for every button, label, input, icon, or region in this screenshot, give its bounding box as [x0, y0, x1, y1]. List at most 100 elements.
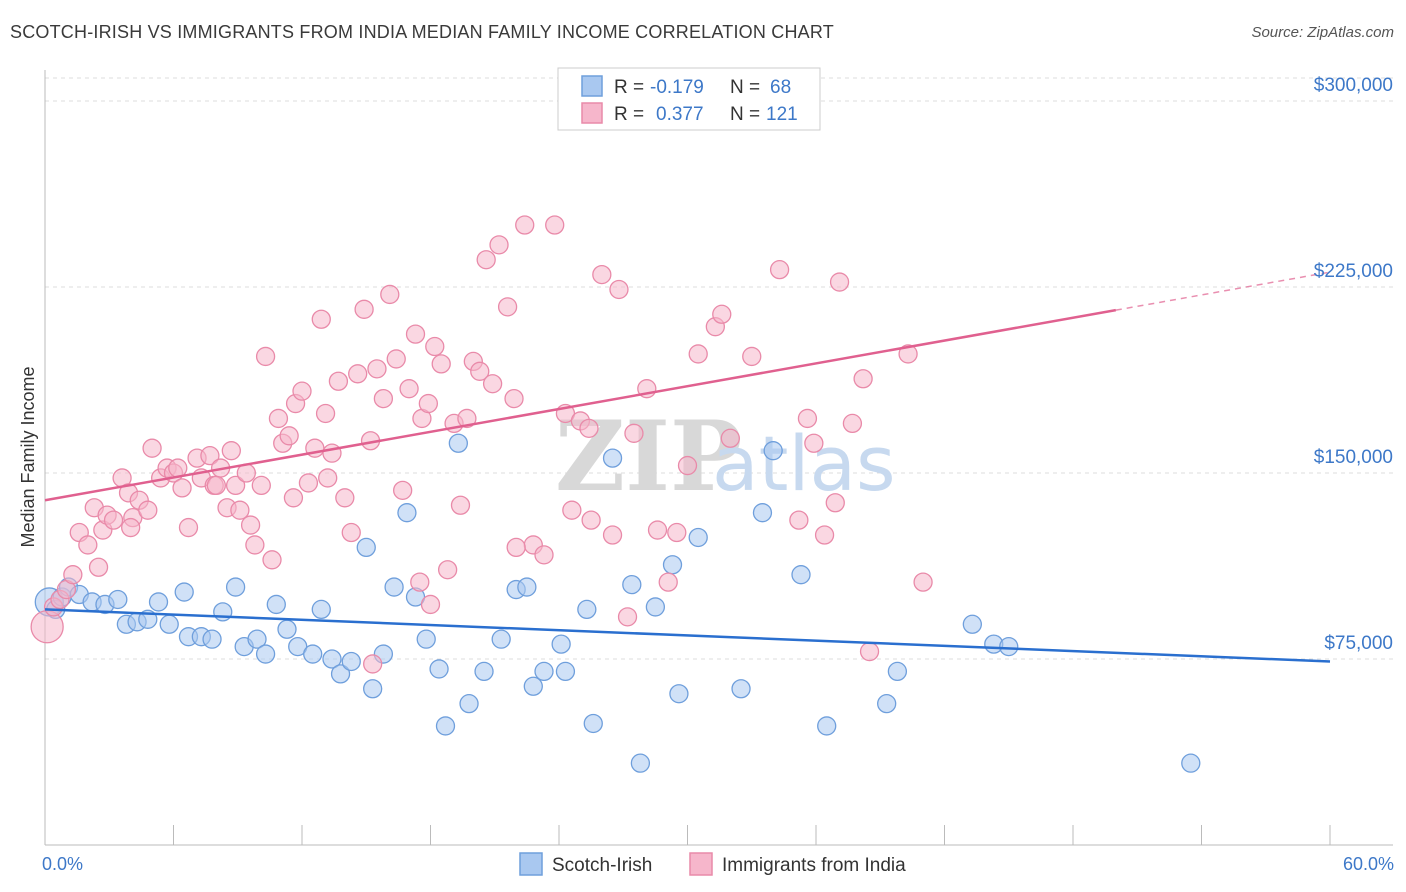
point-pink-57 [393, 480, 413, 501]
point-pink-72 [489, 235, 509, 255]
chart-source: Source: ZipAtlas.com [1251, 24, 1394, 41]
point-pink-29 [225, 475, 246, 496]
point-blue-62 [817, 716, 837, 736]
point-blue-36 [416, 629, 436, 649]
point-pink-78 [545, 215, 565, 235]
point-pink-66 [450, 495, 471, 515]
point-blue-68 [1181, 753, 1201, 773]
point-pink-92 [688, 344, 708, 364]
point-blue-26 [311, 599, 331, 620]
point-blue-11 [148, 592, 169, 612]
trendline-extension-pink [1115, 271, 1331, 311]
grid-layer [45, 77, 1393, 660]
point-pink-42 [298, 473, 319, 493]
x-tick-label-left: 0.0% [42, 854, 83, 874]
point-pink-85 [609, 279, 629, 300]
point-blue-65 [962, 614, 982, 634]
point-blue-47 [551, 634, 571, 654]
series-legend-swatch-scotch-irish [519, 852, 543, 876]
axes-layer [44, 70, 1393, 846]
point-pink-10 [103, 510, 124, 530]
y-tick-label-0: $75,000 [1324, 633, 1393, 654]
point-pink-99 [797, 408, 818, 429]
point-pink-75 [515, 215, 535, 235]
point-pink-46 [322, 443, 342, 463]
point-pink-116 [88, 557, 109, 577]
point-pink-87 [624, 423, 644, 443]
legend-swatch-pink [581, 102, 603, 124]
point-pink-98 [789, 510, 809, 530]
point-pink-59 [405, 324, 426, 344]
point-blue-50 [583, 713, 603, 734]
y-tick-label-3: $300,000 [1314, 75, 1393, 96]
point-blue-58 [731, 679, 751, 699]
legend-n-value-pink: 121 [766, 104, 798, 125]
legend-n-value-blue: 68 [770, 77, 791, 98]
point-pink-91 [677, 455, 698, 476]
point-pink-103 [842, 413, 863, 434]
point-pink-111 [579, 418, 599, 439]
point-pink-105 [859, 641, 880, 662]
point-pink-108 [363, 654, 383, 674]
point-pink-47 [328, 371, 349, 391]
point-pink-110 [420, 594, 441, 615]
stats-legend: R = -0.179 N = 68 R = 0.377 N = 121 [557, 67, 821, 131]
point-pink-84 [602, 525, 623, 545]
point-blue-18 [225, 577, 246, 597]
point-blue-29 [341, 651, 361, 672]
point-blue-60 [763, 441, 783, 461]
point-pink-94 [712, 304, 732, 324]
point-pink-34 [251, 475, 271, 496]
point-pink-37 [268, 408, 289, 429]
point-pink-71 [482, 374, 503, 394]
point-blue-25 [303, 644, 323, 664]
point-pink-24 [200, 445, 220, 466]
point-blue-45 [523, 676, 543, 696]
point-blue-30 [356, 537, 376, 558]
point-pink-96 [742, 346, 762, 367]
legend-r-label-blue: R = [614, 77, 644, 98]
point-pink-117 [410, 572, 430, 592]
point-pink-58 [399, 379, 419, 399]
series-legend-label-india: Immigrants from India [722, 855, 906, 876]
point-blue-16 [202, 629, 222, 649]
point-pink-70 [476, 250, 496, 270]
point-blue-48 [555, 661, 576, 682]
point-blue-20 [247, 629, 267, 649]
point-pink-63 [431, 354, 451, 374]
point-pink-20 [172, 478, 192, 498]
point-blue-34 [397, 503, 417, 523]
point-pink-118 [506, 537, 526, 558]
point-pink-61 [418, 393, 439, 414]
point-pink-83 [592, 264, 612, 285]
point-pink-0 [30, 610, 64, 644]
points-layer [30, 215, 1201, 773]
point-pink-44 [311, 309, 331, 329]
point-blue-33 [384, 577, 404, 597]
legend-r-value-pink: 0.377 [656, 104, 704, 125]
point-pink-104 [853, 369, 873, 389]
point-pink-89 [647, 520, 668, 540]
point-blue-31 [363, 679, 383, 699]
point-pink-35 [255, 346, 276, 367]
point-pink-45 [315, 403, 336, 424]
point-blue-52 [622, 574, 642, 595]
point-pink-39 [279, 426, 299, 446]
point-pink-100 [804, 433, 824, 453]
y-axis-label: Median Family Income [18, 366, 38, 547]
point-pink-4 [63, 565, 83, 585]
point-pink-86 [617, 607, 638, 627]
point-pink-30 [230, 500, 250, 520]
point-blue-40 [459, 693, 479, 714]
point-blue-46 [534, 661, 554, 682]
series-legend-swatch-india [689, 852, 713, 876]
point-blue-55 [662, 555, 683, 575]
trendline-blue [44, 608, 1331, 663]
point-blue-41 [474, 661, 494, 682]
point-pink-120 [825, 493, 845, 513]
point-blue-51 [602, 448, 623, 468]
point-pink-64 [437, 560, 458, 580]
point-blue-23 [277, 619, 297, 639]
series-legend: Scotch-Irish Immigrants from India [519, 852, 906, 876]
